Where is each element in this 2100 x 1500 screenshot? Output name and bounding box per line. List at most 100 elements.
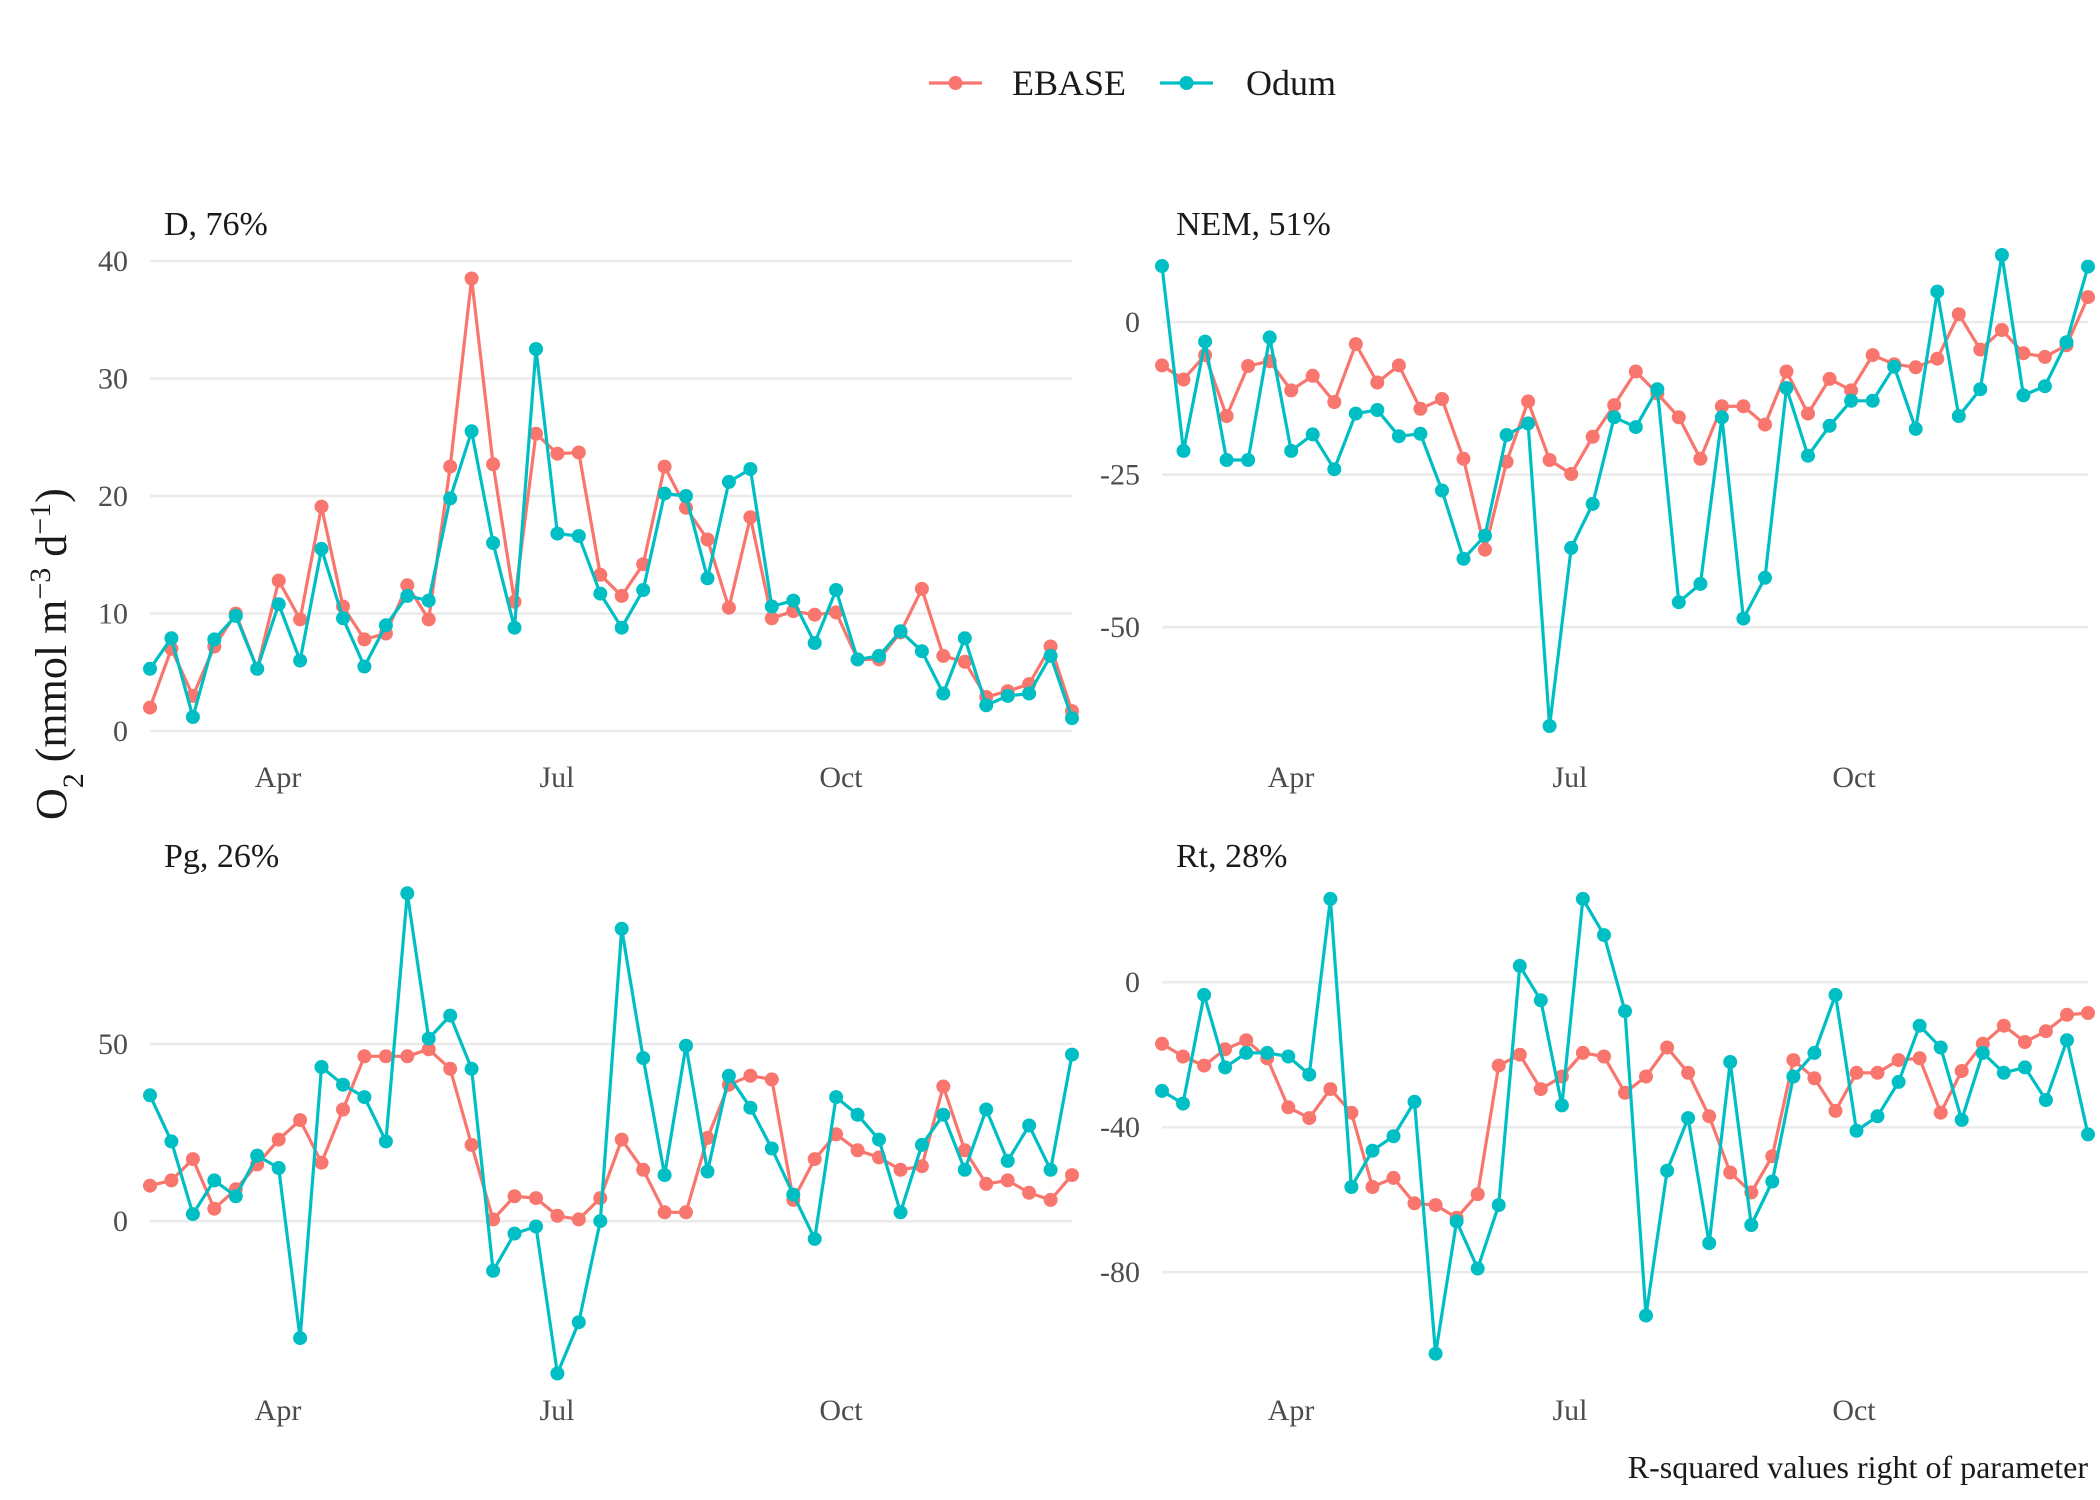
- data-point: [507, 620, 522, 635]
- data-point: [357, 659, 372, 674]
- data-point: [700, 1164, 715, 1179]
- data-point: [400, 886, 415, 901]
- data-point: [1758, 570, 1772, 585]
- data-point: [2038, 1024, 2053, 1039]
- data-point: [957, 654, 972, 669]
- data-point: [1239, 1045, 1254, 1060]
- data-point: [1849, 1123, 1864, 1138]
- data-point: [143, 1088, 157, 1103]
- data-point: [893, 1205, 908, 1220]
- data-point: [1386, 1129, 1401, 1144]
- data-point: [2016, 346, 2031, 361]
- data-point: [1512, 1047, 1527, 1062]
- data-point: [2059, 335, 2074, 350]
- data-point: [743, 462, 758, 476]
- data-point: [1435, 483, 1449, 498]
- y-tick-label: 40: [98, 245, 128, 278]
- y-tick-label: 0: [113, 715, 128, 748]
- data-point: [979, 1102, 994, 1117]
- data-point: [1597, 1049, 1611, 1064]
- data-point: [1554, 1098, 1569, 1113]
- data-point: [1628, 364, 1643, 379]
- data-point: [1327, 395, 1342, 409]
- data-point: [1470, 1187, 1485, 1202]
- data-point: [1714, 410, 1729, 425]
- data-point: [1564, 540, 1579, 555]
- data-point: [464, 1137, 479, 1152]
- data-point: [293, 653, 308, 668]
- data-point: [1650, 382, 1665, 397]
- data-point: [1000, 688, 1015, 703]
- data-point: [571, 445, 586, 460]
- data-point: [1305, 427, 1320, 442]
- data-point: [1512, 958, 1527, 973]
- data-point: [2017, 1060, 2032, 1075]
- series-odum: [1155, 248, 2095, 733]
- data-point: [314, 1060, 329, 1074]
- data-point: [936, 648, 951, 663]
- data-point: [1849, 1065, 1864, 1080]
- data-point: [1521, 394, 1536, 409]
- data-point: [1344, 1105, 1359, 1120]
- x-tick-label: Apr: [255, 1394, 302, 1427]
- data-point: [1702, 1236, 1717, 1251]
- y-tick-label: 30: [98, 362, 128, 395]
- data-point: [914, 1159, 929, 1174]
- data-point: [1000, 1153, 1015, 1168]
- data-point: [1533, 993, 1548, 1008]
- data-point: [550, 1208, 565, 1223]
- data-point: [1660, 1040, 1675, 1055]
- data-point: [657, 1205, 672, 1220]
- data-point: [421, 612, 436, 627]
- data-point: [185, 1207, 200, 1222]
- data-point: [1241, 453, 1256, 467]
- data-point: [593, 1214, 608, 1229]
- data-point: [1585, 496, 1600, 511]
- data-point: [1693, 576, 1708, 591]
- y-tick-label: 0: [113, 1205, 128, 1238]
- data-point: [1344, 1180, 1359, 1194]
- data-point: [1908, 421, 1923, 436]
- data-point: [1618, 1085, 1632, 1100]
- legend: EBASE Odum: [929, 63, 1336, 103]
- data-point: [1575, 1045, 1590, 1060]
- y-axis-label-close: ): [27, 488, 76, 503]
- data-point: [228, 608, 243, 623]
- data-point: [1155, 259, 1169, 273]
- data-point: [1302, 1111, 1317, 1126]
- data-point: [2037, 349, 2052, 364]
- data-point: [1597, 928, 1611, 943]
- data-point: [593, 567, 608, 582]
- data-point: [529, 342, 543, 356]
- data-point: [1391, 358, 1406, 373]
- data-point: [1844, 383, 1859, 398]
- data-point: [786, 1187, 801, 1202]
- data-point: [764, 599, 779, 614]
- data-point: [529, 426, 543, 441]
- data-point: [657, 1168, 672, 1183]
- data-point: [1155, 358, 1169, 373]
- data-point: [1281, 1049, 1296, 1064]
- data-point: [1954, 1064, 1969, 1078]
- data-point: [807, 636, 822, 650]
- data-point: [1198, 334, 1213, 349]
- series-ebase: [143, 1042, 1079, 1227]
- panel-rt: Rt, 28% -80 -40 0 Apr Jul Oct: [1100, 838, 2095, 1427]
- data-point: [486, 536, 501, 550]
- y-axis-label-sub: 2: [57, 773, 90, 788]
- data-point: [464, 424, 479, 439]
- data-point: [1000, 1173, 1015, 1188]
- data-point: [2081, 1127, 2095, 1142]
- data-point: [336, 611, 350, 626]
- data-point: [1022, 686, 1037, 701]
- data-point: [893, 1162, 908, 1177]
- data-point: [807, 1152, 822, 1167]
- data-point: [957, 631, 972, 646]
- data-point: [1870, 1065, 1885, 1080]
- data-point: [207, 1173, 222, 1188]
- y-tick-label: -50: [1100, 611, 1140, 644]
- data-point: [2081, 1006, 2095, 1020]
- data-point: [1284, 383, 1299, 398]
- data-point: [1219, 409, 1234, 424]
- data-point: [185, 1152, 200, 1167]
